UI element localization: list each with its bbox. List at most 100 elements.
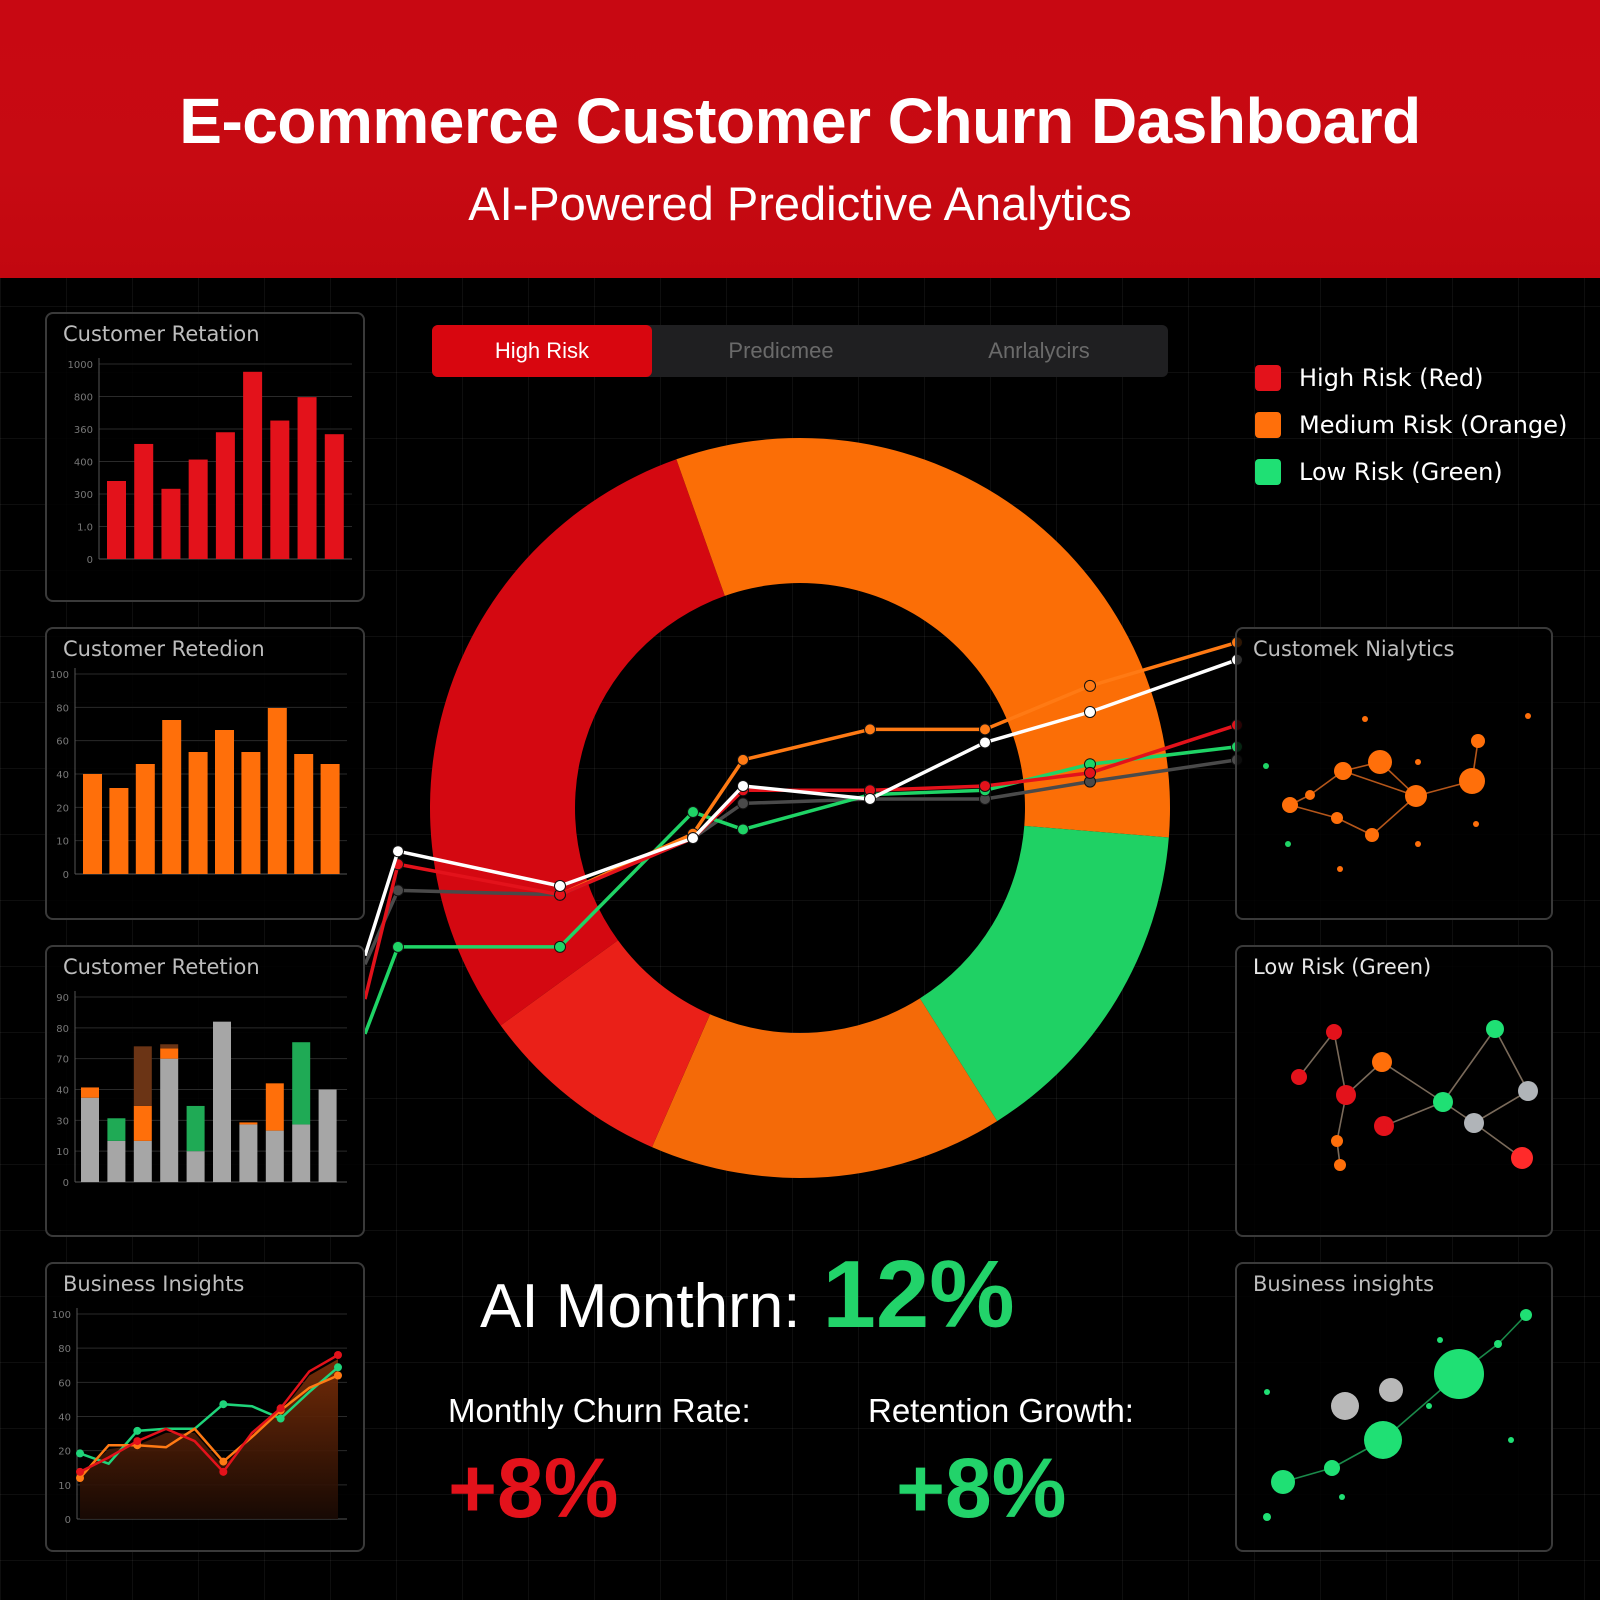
- bar-segment: [107, 1140, 126, 1182]
- page-title: E-commerce Customer Churn Dashboard: [179, 85, 1421, 157]
- risk-tab-bar: High Risk Predicmee Anrlalycirs: [432, 325, 1168, 377]
- panel-title: Customer Retation: [63, 322, 260, 346]
- area-fill: [80, 1359, 338, 1519]
- svg-text:0: 0: [65, 1515, 71, 1526]
- svg-text:20: 20: [56, 803, 69, 814]
- bar-segment: [133, 1046, 152, 1106]
- panel-title: Customek Nialytics: [1253, 637, 1455, 661]
- svg-text:60: 60: [58, 1378, 71, 1389]
- panel-business-insights-area: Business Insights 0 10 20 40 60 80 100: [45, 1262, 365, 1552]
- svg-text:80: 80: [58, 1344, 71, 1355]
- panel-title: Customer Retedion: [63, 637, 265, 661]
- svg-text:300: 300: [74, 490, 93, 501]
- svg-text:80: 80: [56, 1024, 69, 1035]
- trend-point: [979, 723, 991, 736]
- svg-text:90: 90: [56, 993, 69, 1004]
- series-line: [79, 1353, 339, 1474]
- panel-customer-retention-red: Customer Retation 0 1.0 300 400 360 800 1000: [45, 312, 365, 602]
- kpi-churn-label: Monthly Churn Rate:: [448, 1392, 751, 1429]
- bar-segment: [292, 1042, 311, 1125]
- series-line: [79, 1366, 339, 1466]
- svg-text:40: 40: [58, 1413, 71, 1424]
- bar: [267, 708, 287, 874]
- donut-segment: [919, 825, 1169, 1122]
- bar: [161, 488, 181, 559]
- kpi-main-value: 12%: [822, 1241, 1015, 1348]
- header-banner: E-commerce Customer Churn Dashboard AI-P…: [0, 0, 1600, 278]
- legend-swatch-orange: [1255, 411, 1281, 438]
- bar: [241, 752, 261, 874]
- panel-low-risk: Low Risk (Green): [1235, 945, 1553, 1237]
- kpi-retention-value: +8%: [896, 1441, 1067, 1535]
- svg-text:0: 0: [63, 870, 69, 881]
- svg-text:360: 360: [74, 425, 93, 436]
- trend-point: [392, 940, 404, 953]
- bar-segment: [133, 1105, 152, 1141]
- bar: [294, 754, 314, 874]
- legend-swatch-green: [1255, 458, 1281, 485]
- svg-text:80: 80: [56, 703, 69, 714]
- panel-title: Business insights: [1253, 1272, 1435, 1296]
- svg-text:1.0: 1.0: [77, 523, 93, 534]
- bar: [243, 371, 263, 559]
- legend-item-low-risk: Low Risk (Green): [1255, 448, 1567, 495]
- stacked-bar-chart: 0 10 30 40 70 80 90: [56, 991, 347, 1189]
- bar-segment: [160, 1048, 179, 1059]
- kpi-monthly-churn-rate: Monthly Churn Rate: +8%: [448, 1392, 751, 1530]
- trend-point: [737, 753, 749, 766]
- page-subtitle: AI-Powered Predictive Analytics: [468, 177, 1132, 230]
- bar: [324, 434, 344, 559]
- svg-text:40: 40: [56, 1086, 69, 1097]
- kpi-retention-growth: Retention Growth: +8%: [868, 1392, 1134, 1530]
- svg-text:400: 400: [74, 458, 93, 469]
- bar-segment: [81, 1087, 99, 1098]
- bar-segment: [265, 1083, 284, 1131]
- legend-label: Low Risk (Green): [1299, 457, 1503, 486]
- orange-bar-chart: 0 10 20 40 60 80 100: [50, 668, 347, 881]
- bar: [135, 764, 155, 874]
- donut-segment: [500, 940, 711, 1148]
- bar-segment: [239, 1124, 258, 1182]
- tab-high-risk[interactable]: High Risk: [432, 325, 652, 377]
- bar-segment: [318, 1089, 337, 1182]
- bar: [297, 397, 317, 559]
- svg-text:10: 10: [58, 1481, 71, 1492]
- svg-text:40: 40: [56, 770, 69, 781]
- trend-point: [864, 793, 876, 805]
- panel-business-insights-bubbles: Business insights: [1235, 1262, 1553, 1552]
- tab-analytics[interactable]: Anrlalycirs: [988, 338, 1090, 363]
- panel-customer-retention-stacked: Customer Retetion 0 10 30 40 70 80 90: [45, 945, 365, 1237]
- svg-text:10: 10: [56, 837, 69, 848]
- trend-point: [737, 797, 749, 810]
- donut-segment: [429, 459, 725, 1026]
- bar-segment: [292, 1124, 311, 1182]
- panel-customer-retention-orange: Customer Retedion 0 10 20 40 60 80 100: [45, 627, 365, 920]
- red-bar-chart: 0 1.0 300 400 360 800 1000: [68, 358, 352, 566]
- bar: [188, 459, 208, 559]
- trend-point: [687, 806, 699, 819]
- svg-text:1000: 1000: [68, 360, 93, 371]
- tab-predictive[interactable]: Predicmee: [728, 338, 834, 363]
- trend-point: [864, 723, 876, 736]
- svg-text:60: 60: [56, 737, 69, 748]
- trend-point: [737, 779, 749, 792]
- legend-swatch-red: [1255, 364, 1281, 391]
- bar: [320, 764, 340, 874]
- trend-point: [687, 832, 699, 845]
- trend-point: [1084, 679, 1096, 692]
- bar-segment: [186, 1105, 205, 1152]
- bar-segment: [133, 1140, 152, 1182]
- bar: [215, 432, 235, 559]
- bar-segment: [186, 1151, 205, 1182]
- risk-legend: High Risk (Red) Medium Risk (Orange) Low…: [1255, 354, 1567, 495]
- trend-point: [979, 779, 991, 792]
- svg-text:30: 30: [56, 1116, 69, 1127]
- svg-text:0: 0: [87, 555, 93, 566]
- bar-segment: [160, 1044, 179, 1049]
- bar: [162, 720, 182, 874]
- trend-point: [392, 845, 404, 858]
- bar: [109, 788, 129, 874]
- legend-item-medium-risk: Medium Risk (Orange): [1255, 401, 1567, 448]
- svg-text:800: 800: [74, 393, 93, 404]
